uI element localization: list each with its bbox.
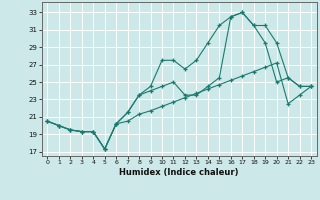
X-axis label: Humidex (Indice chaleur): Humidex (Indice chaleur) [119,168,239,177]
